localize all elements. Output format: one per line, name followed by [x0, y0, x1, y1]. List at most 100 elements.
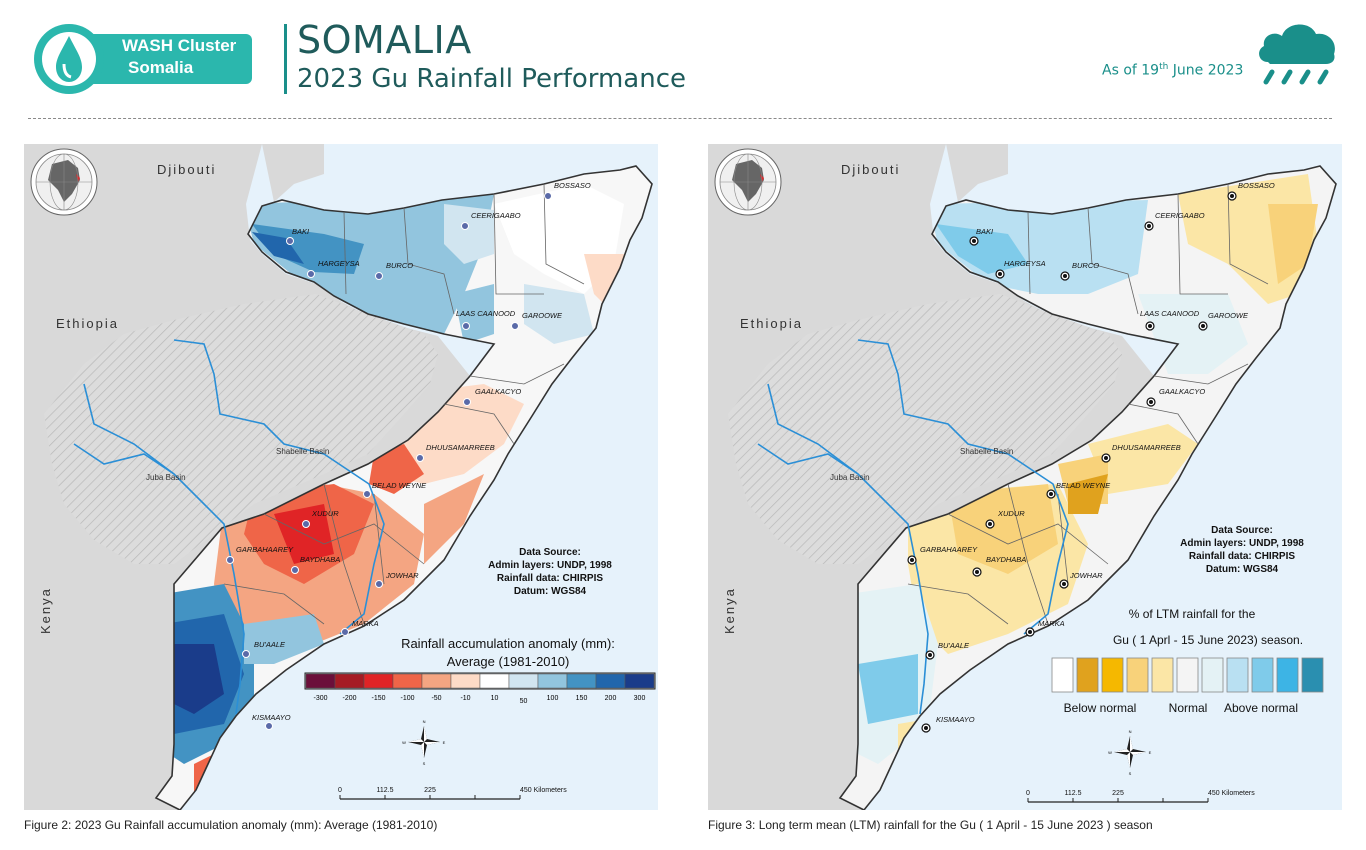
- legend-label: -300: [313, 695, 327, 702]
- legend-swatch: [1076, 657, 1099, 693]
- svg-text:112.5: 112.5: [377, 787, 394, 794]
- label-ethiopia: Ethiopia: [740, 316, 803, 331]
- anomaly-map: Djibouti Ethiopia Kenya Shabelle Basin J…: [24, 144, 658, 810]
- label-kenya: Kenya: [722, 587, 737, 634]
- legend-label: 100: [547, 695, 559, 702]
- label-shabelle-basin: Shabelle Basin: [960, 447, 1013, 456]
- svg-text:E: E: [443, 740, 446, 745]
- city-jowhar: JOWHAR: [1069, 571, 1103, 580]
- legend-swatch: [1226, 657, 1249, 693]
- city-gaalkacyo: GAALKACYO: [1159, 387, 1205, 396]
- city-baydhaba: BAYDHABA: [986, 555, 1026, 564]
- city-dhuusamarreeb: DHUUSAMARREEB: [1112, 443, 1181, 452]
- svg-text:N: N: [423, 719, 426, 724]
- city-marka: MARKA: [352, 619, 379, 628]
- compass-rose-icon: N S E W: [1108, 729, 1152, 776]
- globe-inset-icon: [30, 148, 98, 216]
- svg-text:N: N: [1129, 729, 1132, 734]
- city-gaalkacyo: GAALKACYO: [475, 387, 521, 396]
- legend-swatch: [421, 673, 452, 689]
- city-garoowe: GAROOWE: [1208, 311, 1249, 320]
- svg-text:W: W: [402, 740, 406, 745]
- city-hargeysa: HARGEYSA: [318, 259, 360, 268]
- legend-frame: [304, 672, 656, 690]
- scale-bar: 0 112.5 225 450 Kilometers: [338, 787, 567, 800]
- legend-label: 150: [576, 695, 588, 702]
- map-panel-ltm: Djibouti Ethiopia Kenya Shabelle Basin J…: [708, 144, 1342, 810]
- legend-title-line1: % of LTM rainfall for the: [1129, 607, 1256, 621]
- caption-figure-2: Figure 2: 2023 Gu Rainfall accumulation …: [24, 818, 438, 832]
- scale-bar: 0 112.5 225 450 Kilometers: [1026, 790, 1255, 803]
- legend-swatch: [508, 673, 539, 689]
- logo-text-line1: WASH Cluster: [122, 36, 237, 55]
- city-dhuusamarreeb: DHUUSAMARREEB: [426, 443, 495, 452]
- report-date: As of 19th June 2023: [1102, 62, 1244, 79]
- city-kismaayo: KISMAAYO: [252, 713, 291, 722]
- legend-swatch: [566, 673, 597, 689]
- anomaly-legend: -300 -200 -150 -100 -50 -10 10 50 100 150 200 300: [304, 672, 656, 705]
- city-beladweyne: BELAD WEYNE: [1056, 481, 1111, 490]
- city-bossaso: BOSSASO: [554, 181, 591, 190]
- ltm-map: Djibouti Ethiopia Kenya Shabelle Basin J…: [708, 144, 1342, 810]
- label-juba-basin: Juba Basin: [146, 473, 186, 482]
- label-shabelle-basin: Shabelle Basin: [276, 447, 329, 456]
- legend-label: -100: [400, 695, 414, 702]
- city-buaale: BU'AALE: [254, 640, 286, 649]
- source-admin: Admin layers: UNDP, 1998: [1180, 538, 1304, 549]
- city-baki: BAKI: [292, 227, 309, 236]
- legend-swatch: [1126, 657, 1149, 693]
- svg-text:450 Kilometers: 450 Kilometers: [1208, 790, 1255, 797]
- map-panel-anomaly: Djibouti Ethiopia Kenya Shabelle Basin J…: [24, 144, 658, 810]
- svg-text:W: W: [1108, 750, 1112, 755]
- svg-text:S: S: [423, 761, 426, 766]
- city-ceerigaabo: CEERIGAABO: [471, 211, 521, 220]
- svg-text:450 Kilometers: 450 Kilometers: [520, 787, 567, 794]
- city-beladweyne: BELAD WEYNE: [372, 481, 427, 490]
- svg-text:E: E: [1149, 750, 1152, 755]
- svg-text:112.5: 112.5: [1065, 790, 1082, 797]
- ltm-legend: [1051, 657, 1324, 693]
- city-laascaanood: LAAS CAANOOD: [1140, 309, 1200, 318]
- legend-above-normal: Above normal: [1224, 701, 1298, 715]
- label-ethiopia: Ethiopia: [56, 316, 119, 331]
- label-juba-basin: Juba Basin: [830, 473, 870, 482]
- legend-swatch: [334, 673, 365, 689]
- legend-swatch: [1201, 657, 1224, 693]
- source-rain: Rainfall data: CHIRPIS: [1189, 551, 1295, 562]
- legend-label: -10: [460, 695, 470, 702]
- header-dashed-rule: [28, 118, 1332, 119]
- legend-title-line1: Rainfall accumulation anomaly (mm):: [401, 636, 615, 651]
- source-datum: Datum: WGS84: [1206, 564, 1279, 575]
- city-baydhaba: BAYDHABA: [300, 555, 340, 564]
- header-divider: [284, 24, 287, 94]
- city-garbahaarey: GARBAHAAREY: [236, 545, 294, 554]
- city-baki: BAKI: [976, 227, 993, 236]
- legend-swatch: [1301, 657, 1324, 693]
- legend-label: 50: [520, 698, 528, 705]
- label-djibouti: Djibouti: [841, 162, 900, 177]
- legend-swatch: [1151, 657, 1174, 693]
- legend-label: -50: [431, 695, 441, 702]
- svg-text:S: S: [1129, 771, 1132, 776]
- label-djibouti: Djibouti: [157, 162, 216, 177]
- legend-below-normal: Below normal: [1064, 701, 1137, 715]
- compass-rose-icon: N S E W: [402, 719, 446, 766]
- logo-text-line2: Somalia: [128, 58, 194, 77]
- legend-label: 200: [605, 695, 617, 702]
- city-hargeysa: HARGEYSA: [1004, 259, 1046, 268]
- legend-swatch: [1051, 657, 1074, 693]
- legend-swatch: [1251, 657, 1274, 693]
- page-title: SOMALIA: [297, 18, 472, 62]
- legend-swatch: [363, 673, 394, 689]
- legend-swatch: [624, 673, 655, 689]
- legend-swatch: [392, 673, 423, 689]
- city-kismaayo: KISMAAYO: [936, 715, 975, 724]
- city-xudur: XUDUR: [997, 509, 1025, 518]
- city-garbahaarey: GARBAHAAREY: [920, 545, 978, 554]
- legend-label: 10: [491, 695, 499, 702]
- legend-title-line2: Gu ( 1 Aprl - 15 June 2023) season.: [1113, 633, 1303, 647]
- city-bossaso: BOSSASO: [1238, 181, 1275, 190]
- legend-swatch: [1176, 657, 1199, 693]
- source-title: Data Source:: [519, 547, 581, 558]
- caption-figure-3: Figure 3: Long term mean (LTM) rainfall …: [708, 818, 1153, 832]
